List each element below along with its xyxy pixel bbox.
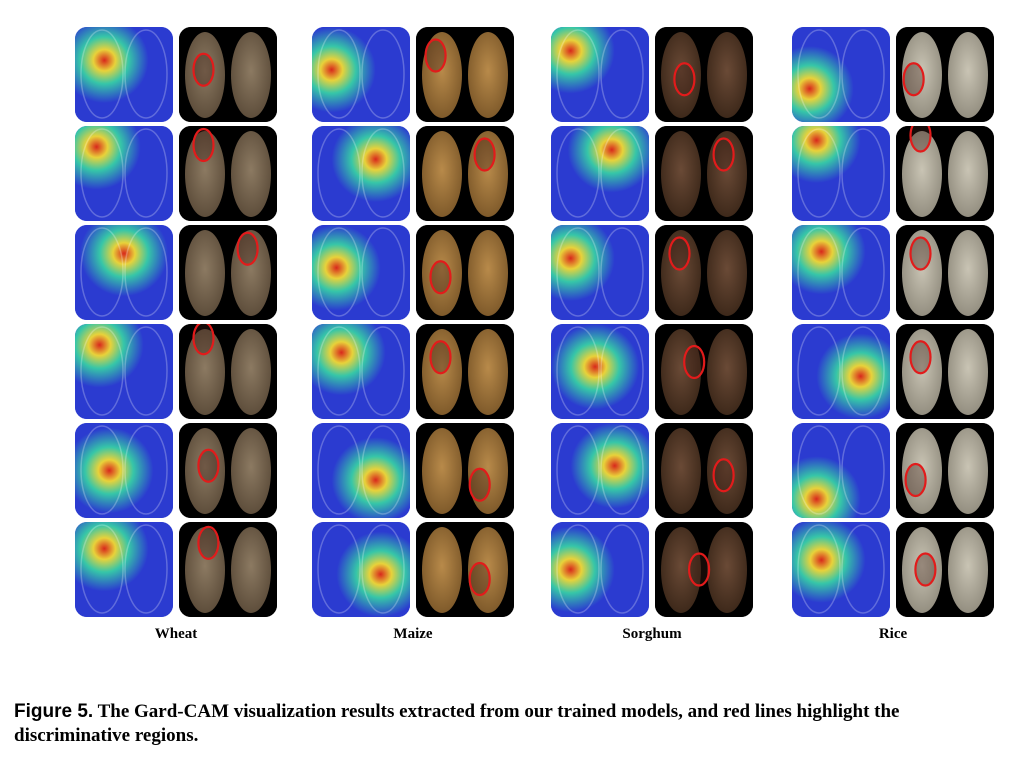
gradcam-heatmap [551,126,649,221]
figure-number: Figure 5. [14,701,94,722]
column-sorghum [551,27,753,619]
grain-photo-with-outline [896,423,994,518]
gradcam-heatmap [792,126,890,221]
figure-caption: Figure 5. The Gard-CAM visualization res… [14,700,1014,748]
grain-photo-with-outline [655,27,753,122]
grain-photo-with-outline [179,522,277,617]
gradcam-heatmap [551,522,649,617]
gradcam-heatmap [551,225,649,320]
grain-photo-with-outline [896,225,994,320]
grain-photo-with-outline [896,324,994,419]
grain-photo-with-outline [896,27,994,122]
grain-photo-with-outline [416,522,514,617]
gradcam-heatmap [312,225,410,320]
grain-photo-with-outline [179,225,277,320]
gradcam-heatmap [551,324,649,419]
gradcam-heatmap [75,126,173,221]
column-label: Rice [878,626,908,642]
gradcam-heatmap [312,324,410,419]
column-label: Sorghum [622,626,682,642]
grain-photo-with-outline [896,126,994,221]
gradcam-heatmap [792,324,890,419]
gradcam-heatmap [75,27,173,122]
grain-photo-with-outline [655,522,753,617]
gradcam-heatmap [75,423,173,518]
gradcam-heatmap [75,324,173,419]
gradcam-heatmap [551,423,649,518]
gradcam-heatmap [312,522,410,617]
gradcam-heatmap [792,225,890,320]
column-label: Wheat [154,626,198,642]
grain-photo-with-outline [416,27,514,122]
gradcam-heatmap [792,27,890,122]
grain-photo-with-outline [179,126,277,221]
grain-photo-with-outline [416,126,514,221]
gradcam-heatmap [75,225,173,320]
column-maize [312,27,514,619]
gradcam-heatmap [312,126,410,221]
gradcam-heatmap [75,522,173,617]
grain-photo-with-outline [179,423,277,518]
gradcam-heatmap [792,423,890,518]
grain-photo-with-outline [416,423,514,518]
gradcam-heatmap [792,522,890,617]
gradcam-heatmap [312,27,410,122]
column-label: Maize [393,626,433,642]
grain-photo-with-outline [655,225,753,320]
figure-grid: Wheat Maize Sorghum Rice [75,27,994,642]
grain-photo-with-outline [416,225,514,320]
column-rice [792,27,994,619]
grain-photo-with-outline [179,324,277,419]
gradcam-heatmap [551,27,649,122]
grain-photo-with-outline [896,522,994,617]
column-wheat [75,27,277,619]
grain-photo-with-outline [655,126,753,221]
grain-photo-with-outline [416,324,514,419]
grain-photo-with-outline [655,423,753,518]
caption-text: The Gard-CAM visualization results extra… [14,701,900,746]
grain-photo-with-outline [655,324,753,419]
grain-photo-with-outline [179,27,277,122]
gradcam-heatmap [312,423,410,518]
